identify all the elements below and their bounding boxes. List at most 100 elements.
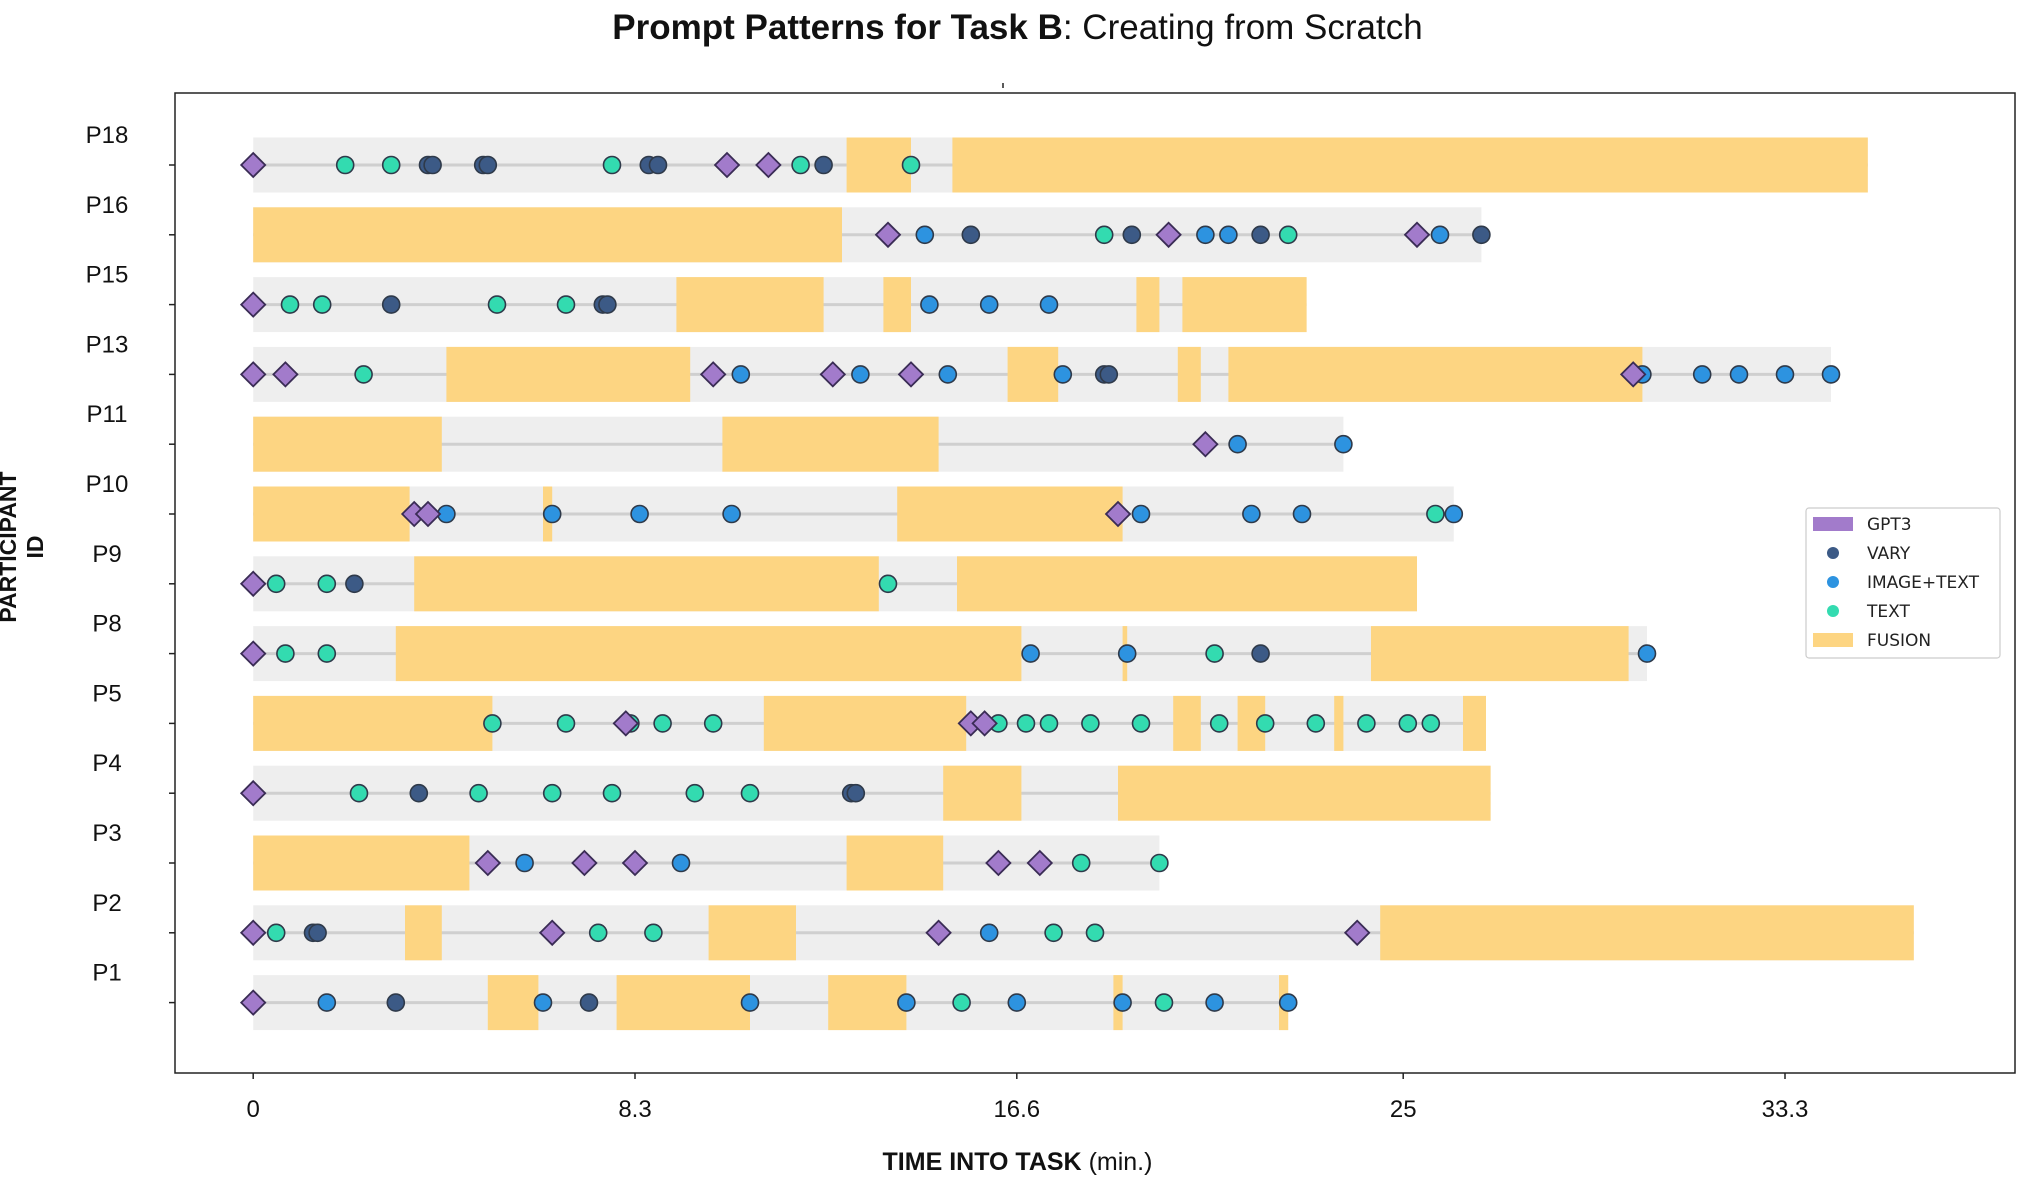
fusion-segment <box>405 905 442 961</box>
image-text-marker <box>1334 434 1353 454</box>
vary-marker <box>648 155 668 175</box>
vary-marker <box>1099 365 1119 384</box>
text-marker <box>1306 714 1326 733</box>
vary-marker <box>381 295 401 314</box>
fusion-segment <box>253 835 470 891</box>
gpt3-marker <box>239 919 267 947</box>
fusion-segment <box>722 416 939 472</box>
text-marker <box>1131 714 1151 733</box>
fusion-segment <box>1228 346 1643 402</box>
fusion-segment <box>1371 626 1629 682</box>
fusion-segment <box>253 695 493 751</box>
text-marker <box>952 993 971 1012</box>
fusion-segment <box>943 765 1022 821</box>
image-text-marker <box>1430 225 1450 245</box>
image-text-marker <box>1039 295 1059 314</box>
gpt3-marker <box>1403 221 1431 249</box>
fusion-segment <box>957 556 1417 612</box>
image-text-marker <box>979 295 999 314</box>
gpt3-marker <box>897 361 925 388</box>
text-marker <box>354 365 373 384</box>
text-marker <box>317 574 337 594</box>
vary-marker <box>478 155 498 175</box>
fusion-segment <box>1177 346 1201 402</box>
chart-title-rest: : Creating from Scratch <box>1062 8 1423 47</box>
legend-swatch-text <box>1827 605 1839 617</box>
text-marker <box>685 783 705 803</box>
fusion-segment <box>1380 905 1914 961</box>
text-marker <box>1357 714 1376 733</box>
text-marker <box>1071 853 1091 873</box>
x-tick-label: 8.3 <box>618 1096 651 1123</box>
gpt3-marker <box>239 989 267 1016</box>
gpt3-marker <box>612 710 640 737</box>
image-text-marker <box>533 993 553 1012</box>
image-text-marker <box>1242 504 1261 524</box>
gpt3-marker <box>874 221 902 249</box>
text-marker <box>483 714 502 733</box>
text-marker <box>1016 714 1036 733</box>
x-axis: 0 8.3 16.6 25 33.3 <box>247 1073 1808 1123</box>
y-tick-label: P3 <box>92 820 121 847</box>
fusion-segment <box>1182 277 1307 333</box>
fusion-segment <box>1173 695 1201 751</box>
fusion-segment <box>1463 695 1486 751</box>
image-text-marker <box>1637 644 1657 663</box>
gpt3-marker <box>925 919 952 947</box>
text-marker <box>335 155 355 175</box>
image-text-marker <box>1219 225 1238 245</box>
text-marker <box>1209 714 1229 733</box>
fusion-segment <box>253 486 410 542</box>
text-marker <box>644 923 663 943</box>
vary-marker <box>846 783 866 803</box>
gpt3-marker <box>621 849 649 877</box>
gpt3-marker <box>239 151 267 179</box>
image-text-marker <box>915 225 935 245</box>
gpt3-marker <box>474 849 502 877</box>
fusion-segment <box>846 137 911 193</box>
gpt3-marker <box>538 919 566 947</box>
vary-marker <box>579 993 599 1012</box>
chart-title-bold: Prompt Patterns for Task B <box>612 8 1063 47</box>
x-axis-label-unit: (min.) <box>1088 1148 1153 1176</box>
text-marker <box>317 644 337 663</box>
legend-swatch-fusion <box>1813 633 1853 647</box>
text-marker <box>653 714 672 733</box>
text-marker <box>1255 714 1275 733</box>
fusion-segment <box>708 905 796 961</box>
y-tick-label: P4 <box>92 750 121 777</box>
text-marker <box>469 783 488 803</box>
gpt3-marker <box>239 361 267 388</box>
fusion-segment <box>1007 346 1059 402</box>
x-tick-label: 25 <box>1390 1096 1417 1123</box>
text-marker <box>588 923 608 943</box>
image-text-marker <box>515 853 534 873</box>
image-text-marker <box>1021 644 1040 663</box>
fusion-segment <box>763 695 967 751</box>
gpt3-marker <box>971 710 998 737</box>
legend-box <box>1805 507 2001 659</box>
image-text-marker <box>671 853 691 873</box>
image-text-marker <box>630 504 649 524</box>
image-text-marker <box>1228 434 1247 454</box>
text-marker <box>901 155 921 175</box>
vary-marker <box>386 993 406 1012</box>
vary-marker <box>598 295 617 314</box>
vary-marker <box>409 783 429 803</box>
gpt3-marker <box>819 361 847 388</box>
image-text-marker <box>1775 365 1795 384</box>
fusion-segment <box>1136 277 1160 333</box>
text-marker <box>266 574 286 594</box>
x-axis-label-bold: TIME INTO TASK <box>882 1148 1082 1176</box>
gpt3-marker <box>1619 361 1647 388</box>
text-marker <box>703 714 723 733</box>
legend-label: IMAGE+TEXT <box>1867 573 1980 593</box>
image-text-marker <box>938 365 958 384</box>
y-axis: P18 P16 P15 P13 P11 P10 P9 P8 P5 P4 P3 P2 P1 <box>86 122 175 1004</box>
image-text-marker <box>1113 993 1132 1012</box>
fusion-segment <box>395 626 1022 682</box>
y-tick-label: P18 <box>86 122 129 149</box>
chart-title: Prompt Patterns for Task B: Creating fro… <box>0 8 2035 48</box>
fusion-segment <box>253 416 442 472</box>
image-text-marker <box>1196 225 1215 245</box>
